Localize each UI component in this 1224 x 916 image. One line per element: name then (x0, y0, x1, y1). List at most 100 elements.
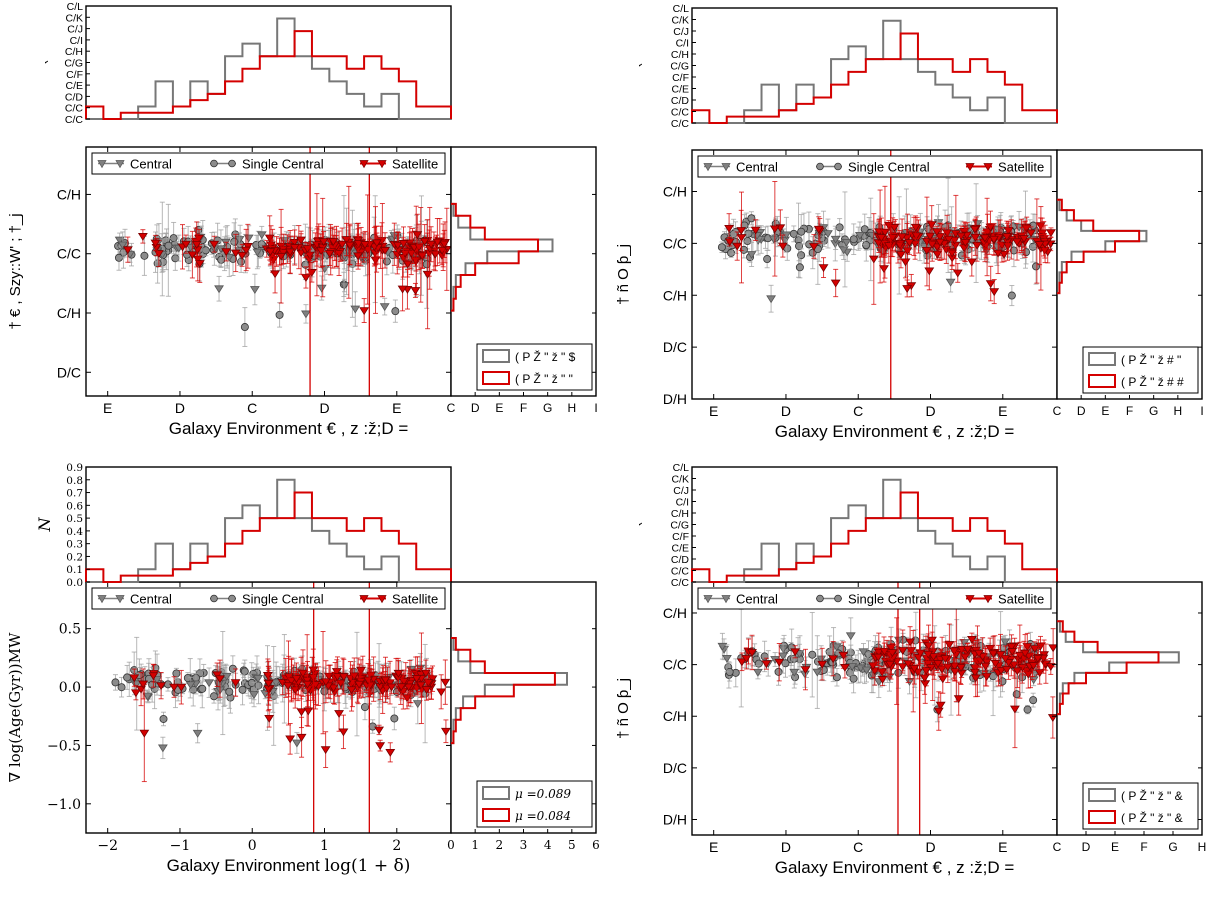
point (376, 743, 384, 750)
top-hist-y-tick-label: C/F (66, 69, 83, 81)
point (202, 247, 209, 254)
side-hist-x-tick-label: 1 (471, 838, 479, 852)
y-tick-label: D/C (57, 364, 81, 380)
side-hist-x-tick-label: H (567, 401, 576, 415)
side-hist-x-tick-label: 3 (520, 838, 528, 852)
point (226, 688, 233, 695)
side-hist-x-tick-label: G (1149, 404, 1158, 418)
hist-legend-label: ( P Ž " ž # # (1121, 374, 1184, 389)
point (761, 653, 768, 660)
top-hist-y-tick-label: 0.7 (66, 488, 83, 500)
top-hist-y-tick-label: C/E (65, 80, 83, 92)
top-hist-y-tick-label: 0.6 (66, 500, 83, 512)
top-hist-y-tick-label: 0.9 (66, 462, 83, 474)
x-tick-label: D (175, 400, 185, 416)
point (819, 265, 827, 272)
y-axis-label: ∇ log(Age(Gyr))MW (6, 632, 24, 782)
legend-marker (835, 163, 842, 170)
legend-label: Central (130, 157, 172, 172)
side-hist-x-tick-label: F (520, 401, 527, 415)
legend-label: Satellite (392, 157, 438, 172)
y-tick-label: 0.5 (59, 622, 81, 638)
top-hist-y-tick-label: C/E (671, 84, 689, 96)
top-histogram: 0.00.10.20.30.40.50.60.70.80.9N (35, 462, 451, 589)
point (392, 308, 399, 315)
series-satellite (725, 182, 1055, 305)
point (265, 715, 273, 722)
point (831, 280, 839, 287)
x-axis-label-tail: € , z :ž;D = (327, 419, 409, 438)
point (132, 690, 140, 697)
top-hist-y-label: ` (637, 62, 656, 70)
side-hist-x-tick-label: H (1173, 404, 1182, 418)
point (764, 255, 771, 262)
point (193, 730, 201, 737)
top-hist-y-tick-label: C/I (676, 38, 689, 50)
y-tick-label: C/C (57, 246, 81, 262)
top-hist-y-tick-label: C/K (65, 12, 83, 24)
point (925, 268, 933, 275)
legend-label: Central (736, 160, 778, 175)
top-hist-y-tick-label: C/F (672, 72, 689, 84)
point (727, 249, 734, 256)
top-hist-y-label: ` (43, 59, 62, 67)
y-axis-label: † ñ O ƥ_j (615, 244, 632, 305)
top-hist-frame (86, 467, 451, 582)
side-hist-x-tick-label: 4 (544, 838, 552, 852)
y-tick-label: 0.0 (59, 680, 81, 696)
hist-legend-label: ( P Ž " ž " " (515, 371, 573, 386)
side-hist-x-tick-label: D (471, 401, 480, 415)
x-tick-label: C (247, 400, 257, 416)
top-hist-y-tick-label: C/C (671, 118, 690, 130)
legend-marker (211, 595, 218, 602)
top-hist-y-tick-label: C/H (65, 46, 83, 58)
point (304, 708, 312, 715)
hist-legend-label: ( P Ž " ž " $ (515, 349, 576, 364)
legend-label: Central (130, 592, 172, 607)
top-hist-y-label: N (35, 517, 54, 533)
x-tick-label: D (781, 403, 791, 419)
point (141, 252, 148, 259)
point (833, 674, 840, 681)
point (160, 715, 167, 722)
point (321, 688, 328, 695)
hist-legend: ( P Ž " ž # "( P Ž " ž # # (1083, 347, 1198, 393)
legend-label: Single Central (242, 592, 324, 607)
y-tick-label: C/H (663, 184, 687, 200)
side-hist-x-tick-label: D (1077, 404, 1086, 418)
top-histogram: C/CC/CC/DC/EC/FC/GC/HC/IC/JC/KC/L` (637, 3, 1057, 130)
hist-legend-label: μ =0.084 (515, 809, 571, 823)
point (414, 701, 422, 708)
point (441, 679, 449, 686)
scatter-area (718, 150, 1055, 399)
legend-marker (817, 163, 824, 170)
point (790, 230, 797, 237)
point (1032, 263, 1039, 270)
point (335, 711, 343, 718)
legend-label: Satellite (392, 592, 438, 607)
side-hist-x-tick-label: I (594, 401, 597, 415)
point (437, 689, 445, 696)
point (139, 233, 147, 240)
legend-marker (229, 160, 236, 167)
top-hist-y-tick-label: C/C (65, 103, 84, 115)
point (239, 686, 246, 693)
point (339, 729, 347, 736)
x-tick-label: D (319, 400, 329, 416)
x-axis-label-tail: log(1 + δ) (324, 856, 410, 876)
x-tick-label: −1 (170, 838, 191, 854)
point (302, 275, 310, 282)
point (276, 311, 283, 318)
point (170, 235, 177, 242)
side-hist-x-tick-label: 0 (447, 838, 455, 852)
legend-label: Satellite (998, 160, 1044, 175)
side-hist-x-tick-label: 6 (592, 838, 600, 852)
hist-legend: ( P Ž " ž " $ ( P Ž " ž " " (477, 344, 592, 390)
y-axis-label: † € , Szy::W' ; †_j (7, 213, 24, 329)
point (880, 266, 888, 273)
